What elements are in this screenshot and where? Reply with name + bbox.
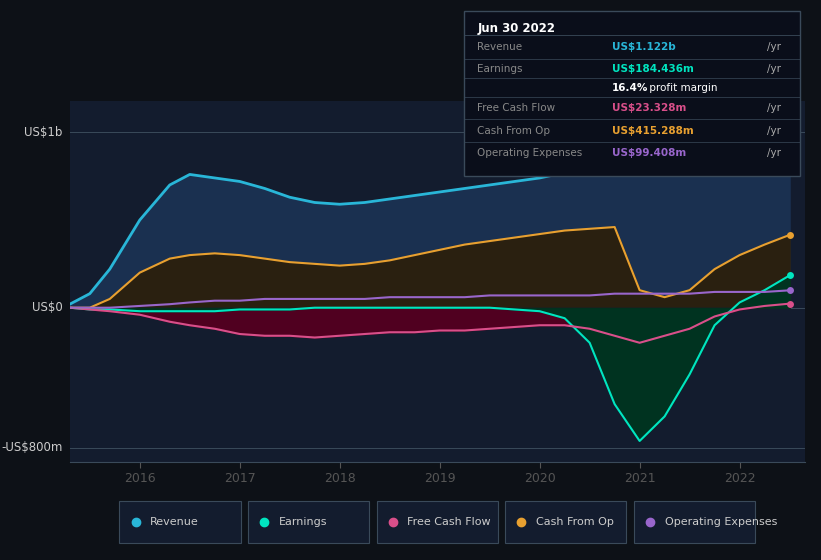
Text: Earnings: Earnings — [477, 64, 523, 73]
Text: /yr: /yr — [767, 148, 781, 158]
Text: US$23.328m: US$23.328m — [612, 103, 686, 113]
Text: Cash From Op: Cash From Op — [536, 517, 614, 527]
Text: Operating Expenses: Operating Expenses — [477, 148, 583, 158]
FancyBboxPatch shape — [248, 501, 369, 543]
Text: /yr: /yr — [767, 64, 781, 73]
Text: /yr: /yr — [767, 42, 781, 52]
Text: US$184.436m: US$184.436m — [612, 64, 694, 73]
FancyBboxPatch shape — [464, 11, 800, 176]
Text: Free Cash Flow: Free Cash Flow — [407, 517, 491, 527]
Text: Revenue: Revenue — [150, 517, 199, 527]
FancyBboxPatch shape — [505, 501, 626, 543]
Text: Earnings: Earnings — [279, 517, 328, 527]
Text: US$0: US$0 — [32, 301, 62, 314]
Text: Jun 30 2022: Jun 30 2022 — [477, 22, 555, 35]
Text: profit margin: profit margin — [645, 83, 717, 92]
Text: Free Cash Flow: Free Cash Flow — [477, 103, 556, 113]
Text: 16.4%: 16.4% — [612, 83, 649, 92]
Text: US$99.408m: US$99.408m — [612, 148, 686, 158]
Text: /yr: /yr — [767, 103, 781, 113]
Text: Cash From Op: Cash From Op — [477, 125, 550, 136]
Text: US$1.122b: US$1.122b — [612, 42, 676, 52]
Text: US$415.288m: US$415.288m — [612, 125, 694, 136]
FancyBboxPatch shape — [377, 501, 498, 543]
Text: Operating Expenses: Operating Expenses — [665, 517, 777, 527]
Text: -US$800m: -US$800m — [1, 441, 62, 455]
Text: US$1b: US$1b — [24, 126, 62, 139]
FancyBboxPatch shape — [634, 501, 755, 543]
FancyBboxPatch shape — [119, 501, 241, 543]
Text: /yr: /yr — [767, 125, 781, 136]
Text: Revenue: Revenue — [477, 42, 522, 52]
